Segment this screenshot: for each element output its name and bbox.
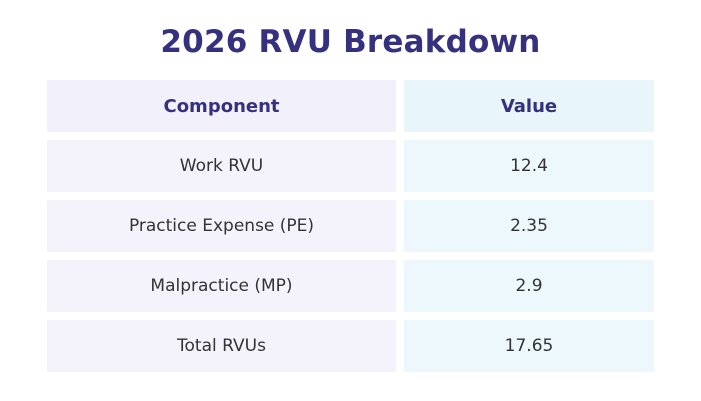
rvu-table: Component Value Work RVU 12.4 Practice E… [47,80,654,380]
header-component: Component [47,80,396,132]
table-row: Total RVUs 17.65 [47,320,654,372]
value-cell: 2.9 [404,260,654,312]
table-header-row: Component Value [47,80,654,132]
table-row: Practice Expense (PE) 2.35 [47,200,654,252]
page-title: 2026 RVU Breakdown [160,24,541,60]
value-cell: 17.65 [404,320,654,372]
component-cell: Total RVUs [47,320,396,372]
header-value: Value [404,80,654,132]
table-row: Work RVU 12.4 [47,140,654,192]
table-row: Malpractice (MP) 2.9 [47,260,654,312]
value-cell: 12.4 [404,140,654,192]
component-cell: Practice Expense (PE) [47,200,396,252]
component-cell: Malpractice (MP) [47,260,396,312]
component-cell: Work RVU [47,140,396,192]
value-cell: 2.35 [404,200,654,252]
